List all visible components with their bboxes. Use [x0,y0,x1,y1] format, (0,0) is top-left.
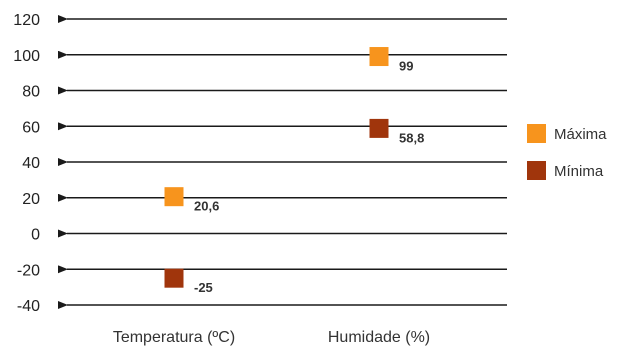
marker-maxima-0 [164,187,184,207]
y-tick-label: -20 [17,262,40,279]
data-markers [164,47,389,288]
data-label: 58,8 [399,130,424,145]
y-tick-label: 120 [13,12,40,29]
legend-label: Mínima [554,163,604,180]
legend-label: Máxima [554,126,607,143]
y-tick-label: 0 [31,227,40,244]
y-tick-label: 80 [22,84,40,101]
data-label: -25 [194,280,213,295]
marker-maxima-1 [369,47,389,67]
x-category-label: Temperatura (ºC) [113,329,235,346]
legend-swatch [527,161,546,180]
marker-minima-0 [164,268,184,288]
y-tick-label: 40 [22,155,40,172]
marker-minima-1 [369,118,389,138]
y-tick-label: 20 [22,191,40,208]
y-tick-label: 60 [22,119,40,136]
x-axis-category-labels: Temperatura (ºC) Humidade (%) [113,329,430,346]
y-axis-tick-labels: 120 100 80 60 40 20 0 -20 -40 [13,12,40,315]
data-labels: 20,6 99 -25 58,8 [194,59,424,296]
y-tick-label: -40 [17,298,40,315]
data-label: 20,6 [194,199,219,214]
legend: Máxima Mínima [527,124,607,180]
x-category-label: Humidade (%) [328,329,430,346]
y-tick-label: 100 [13,48,40,65]
gridlines [58,15,507,309]
legend-swatch [527,124,546,143]
data-label: 99 [399,59,413,74]
